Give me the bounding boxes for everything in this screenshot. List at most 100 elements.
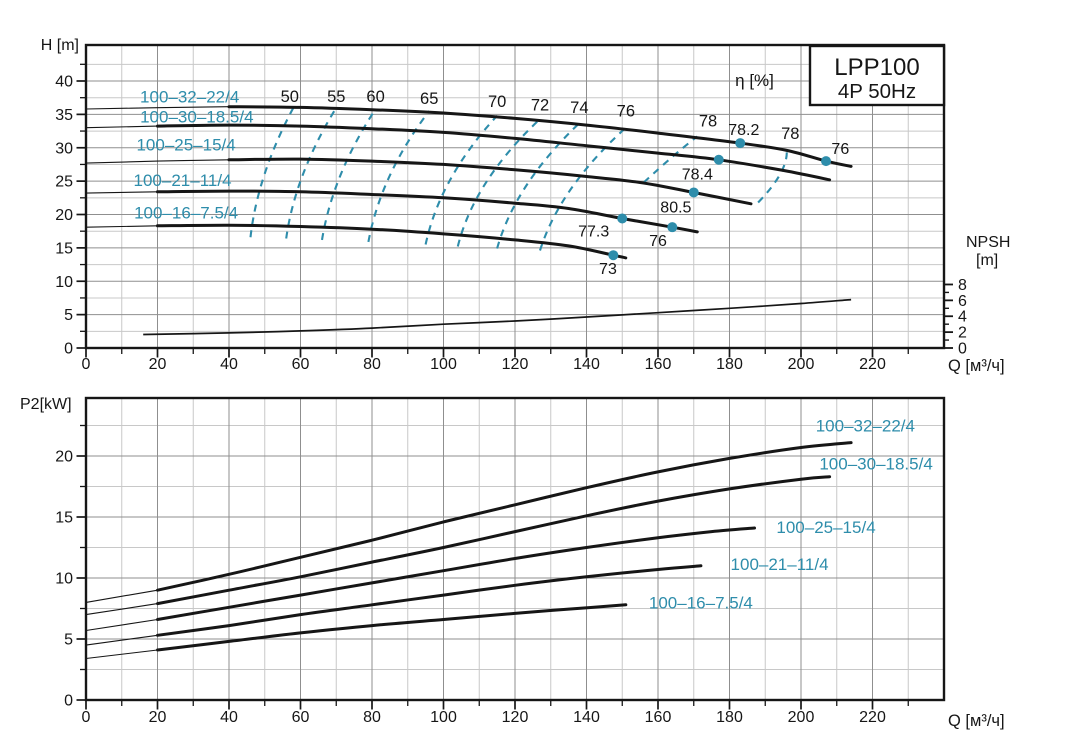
- x-axis-title: Q [м³/ч]: [948, 712, 1005, 730]
- x-tick-label: 60: [292, 356, 310, 373]
- x-tick-label: 60: [292, 709, 310, 726]
- x-tick-label: 100: [430, 356, 457, 373]
- power-flow-chart-grid: [86, 398, 944, 700]
- y-tick-label: 25: [55, 174, 73, 191]
- efficiency-contour-label: 65: [420, 90, 438, 108]
- x-tick-label: 160: [645, 709, 672, 726]
- duty-point-label: 77.3: [578, 224, 609, 241]
- curve-thin-100–21–11/4: [85, 634, 158, 646]
- npsh-tick-label: 6: [958, 293, 967, 310]
- efficiency-contour-label: 78: [699, 113, 717, 131]
- x-tick-label: 40: [220, 709, 238, 726]
- efficiency-contour-60: [320, 108, 377, 241]
- x-tick-label: 200: [788, 709, 815, 726]
- curve-thin-100–30–18.5/4: [85, 603, 158, 616]
- curve-100–21–11/4: [156, 189, 699, 234]
- npsh-axis-title: NPSH: [966, 234, 1010, 251]
- curve-thin-100–21–11/4: [85, 191, 158, 194]
- series-label: 100–16–7.5/4: [134, 203, 238, 222]
- x-tick-label: 140: [573, 709, 600, 726]
- x-tick-label: 180: [716, 709, 743, 726]
- y-tick-label: 20: [55, 207, 73, 224]
- x-tick-label: 220: [859, 356, 886, 373]
- npsh-tick-label: 4: [958, 309, 967, 326]
- x-tick-label: 140: [573, 356, 600, 373]
- npsh-axis-unit: [m]: [976, 252, 998, 269]
- curve-100–32–22/4: [227, 105, 853, 168]
- series-label: 100–25–15/4: [776, 518, 875, 537]
- x-tick-label: 120: [502, 709, 529, 726]
- curve-100–21–11/4: [156, 564, 703, 637]
- curve-100–16–7.5/4: [156, 223, 628, 260]
- efficiency-contour-50: [249, 107, 295, 238]
- duty-point-marker: [608, 250, 619, 261]
- efficiency-contour-55: [285, 107, 338, 239]
- pump-poles-frequency: 4P 50Hz: [838, 80, 916, 103]
- duty-point-marker: [617, 213, 628, 224]
- duty-point-label: 78.4: [682, 166, 713, 183]
- efficiency-contour-label: 50: [281, 88, 299, 106]
- plot-frame: [84, 396, 946, 702]
- efficiency-contours: 50 55 60 65 70 72 74 76 78 78: [249, 88, 799, 251]
- x-tick-label: 200: [788, 356, 815, 373]
- curve-100–30–18.5/4: [156, 475, 832, 606]
- efficiency-contour-70: [424, 114, 498, 245]
- curve-thin-100–25–15/4: [85, 159, 230, 164]
- curve-100–16–7.5/4: [156, 603, 628, 652]
- y-axis-title: P2[kW]: [20, 396, 72, 413]
- curve-100–32–22/4: [156, 441, 853, 592]
- x-tick-label: 160: [645, 356, 672, 373]
- curve-100–30–18.5/4: [156, 123, 832, 182]
- x-tick-label: 0: [82, 709, 91, 726]
- efficiency-contour-label: 60: [366, 88, 384, 106]
- efficiency-contour-74: [496, 122, 581, 249]
- y-tick-label: 0: [64, 693, 73, 710]
- efficiency-contour-label: 55: [327, 88, 345, 106]
- curve-thin-100–32–22/4: [85, 589, 158, 603]
- efficiency-contour-label: 74: [570, 99, 588, 117]
- curves: 100–32–22/4 100–30–18.5/4 100–25–15/4 100–2…: [85, 417, 933, 660]
- title-box-frame: [808, 44, 946, 107]
- duty-point-label: 78.2: [728, 122, 759, 139]
- y-tick-label: 5: [64, 307, 73, 324]
- npsh-tick-label: 8: [958, 277, 967, 294]
- duty-points: 78.2 76 78.4 80.5 77.3 76 73: [578, 122, 849, 278]
- y-tick-label: 10: [55, 274, 73, 291]
- y-tick-label: 30: [55, 140, 73, 157]
- efficiency-contour-65: [367, 110, 431, 243]
- curve-100–25–15/4: [227, 157, 753, 206]
- eta-axis-label: η [%]: [735, 71, 774, 90]
- head-flow-chart: 50 55 60 65 70 72 74 76787802468NPSH[m]100–32–2…: [41, 37, 1011, 375]
- series-label: 100–25–15/4: [136, 135, 235, 154]
- duty-point-marker: [735, 138, 746, 149]
- series-label: 100–16–7.5/4: [649, 593, 753, 612]
- x-tick-label: 220: [859, 709, 886, 726]
- curve-thin-100–16–7.5/4: [85, 649, 158, 660]
- curve-thin-100–30–18.5/4: [85, 125, 158, 129]
- y-tick-label: 15: [55, 510, 73, 527]
- duty-point-marker: [713, 154, 724, 165]
- npsh-curve: [143, 298, 852, 336]
- efficiency-contour-76: [538, 126, 627, 251]
- duty-point-marker: [821, 156, 832, 167]
- x-axis-title: Q [м³/ч]: [948, 357, 1005, 375]
- npsh-tick-label: 2: [958, 325, 967, 342]
- duty-point-label: 76: [831, 141, 849, 158]
- x-tick-label: 40: [220, 356, 238, 373]
- efficiency-contour-label: 72: [531, 97, 549, 115]
- y-tick-label: 15: [55, 240, 73, 257]
- y-tick-label: 35: [55, 107, 73, 124]
- y-tick-label: 20: [55, 449, 73, 466]
- y-tick-label: 5: [64, 632, 73, 649]
- x-tick-label: 100: [430, 709, 457, 726]
- efficiency-contour-label: 78: [781, 125, 799, 143]
- series-label: 100–32–22/4: [816, 417, 915, 436]
- series-label: 100–32–22/4: [140, 87, 239, 106]
- y-tick-label: 0: [64, 341, 73, 358]
- duty-point-marker: [688, 187, 699, 198]
- curve-thin-100–32–22/4: [85, 106, 230, 110]
- pump-model-title: LPP100: [834, 54, 919, 81]
